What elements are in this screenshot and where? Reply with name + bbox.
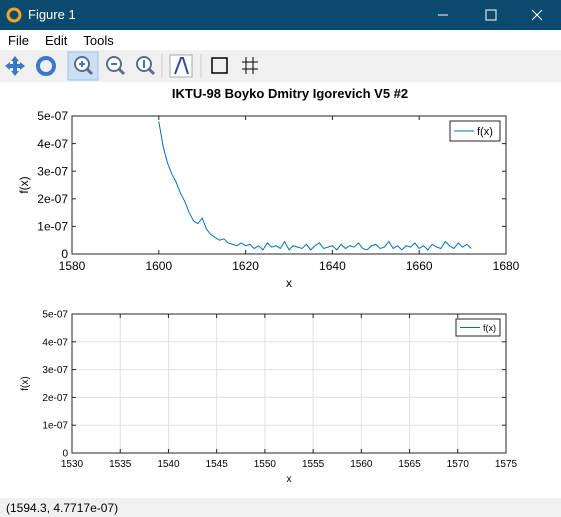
- toolbar: [0, 50, 561, 82]
- zoom-out-button[interactable]: [106, 56, 126, 76]
- plot-area: [72, 116, 506, 254]
- y-tick-label: 5e-07: [42, 310, 68, 321]
- x-tick-label: 1600: [145, 259, 172, 273]
- plot-area: [72, 314, 506, 453]
- status-text: (1594.3, 4.7717e-07): [6, 501, 119, 515]
- y-axis-label: f(x): [20, 376, 31, 390]
- x-tick-label: 1545: [206, 459, 229, 470]
- box-button[interactable]: [211, 57, 228, 74]
- rotate-button[interactable]: [36, 56, 56, 76]
- x-tick-label: 1530: [61, 459, 84, 470]
- y-tick-label: 1e-07: [42, 421, 68, 432]
- legend-box: [449, 120, 501, 142]
- pan-button[interactable]: [5, 56, 25, 76]
- close-button[interactable]: [531, 9, 543, 21]
- x-tick-label: 1640: [319, 259, 346, 273]
- x-tick-label: 1570: [447, 459, 470, 470]
- data-line: [158, 121, 472, 251]
- menu-item[interactable]: Tools: [83, 33, 114, 48]
- figure-canvas: IKTU-98 Boyko Dmitry Igorevich V5 #2 158…: [17, 86, 520, 485]
- y-tick-label: 3e-07: [42, 365, 68, 376]
- x-tick-label: 1550: [254, 459, 277, 470]
- zoom-in-button[interactable]: [74, 56, 94, 76]
- x-tick-label: 1680: [493, 259, 520, 273]
- y-tick-label: 4e-07: [37, 137, 68, 151]
- legend-label: f(x): [477, 126, 493, 138]
- axes-box: [71, 115, 507, 255]
- x-tick-label: 1540: [157, 459, 180, 470]
- x-tick-label: 1660: [406, 259, 433, 273]
- title-bar-graphics: [6, 7, 543, 23]
- grid-button[interactable]: [242, 57, 258, 74]
- title-bar: Figure 1: [0, 0, 561, 30]
- y-tick-label: 2e-07: [37, 192, 68, 206]
- y-tick-label: 5e-07: [37, 109, 68, 123]
- status-bar: (1594.3, 4.7717e-07): [0, 498, 561, 517]
- window-title: Figure 1: [28, 7, 76, 22]
- toolbar-icons: [5, 51, 258, 81]
- y-axis-label: f(x): [17, 176, 31, 193]
- y-tick-label: 0: [62, 449, 68, 460]
- zoom-reset-button[interactable]: [136, 56, 156, 76]
- x-tick-label: 1555: [302, 459, 325, 470]
- x-tick-label: 1575: [495, 459, 518, 470]
- x-axis-label: x: [287, 474, 292, 485]
- y-tick-label: 0: [61, 247, 68, 261]
- x-axis-label: x: [286, 276, 292, 290]
- x-tick-label: 1560: [350, 459, 373, 470]
- chart-title: IKTU-98 Boyko Dmitry Igorevich V5 #2: [172, 86, 408, 101]
- app-icon: [6, 7, 22, 23]
- y-tick-label: 1e-07: [37, 220, 68, 234]
- y-tick-label: 2e-07: [42, 393, 68, 404]
- x-tick-label: 1565: [398, 459, 421, 470]
- menu-item[interactable]: File: [8, 33, 29, 48]
- x-tick-label: 1580: [59, 259, 86, 273]
- y-tick-label: 3e-07: [37, 164, 68, 178]
- x-tick-label: 1535: [109, 459, 132, 470]
- y-tick-label: 4e-07: [42, 337, 68, 348]
- axes-box: [71, 313, 507, 454]
- maximize-button[interactable]: [485, 9, 497, 21]
- menu-bar: File Edit Tools: [0, 30, 561, 50]
- text-button[interactable]: [169, 54, 193, 78]
- legend-label: f(x): [483, 323, 496, 333]
- x-tick-label: 1620: [232, 259, 259, 273]
- menu-item[interactable]: Edit: [44, 33, 68, 48]
